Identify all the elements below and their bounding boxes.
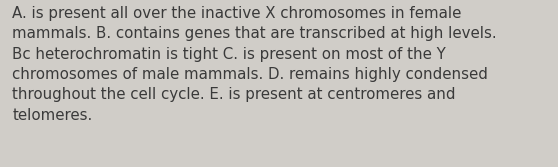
Text: A. is present all over the inactive X chromosomes in female
mammals. B. contains: A. is present all over the inactive X ch…: [12, 6, 497, 123]
